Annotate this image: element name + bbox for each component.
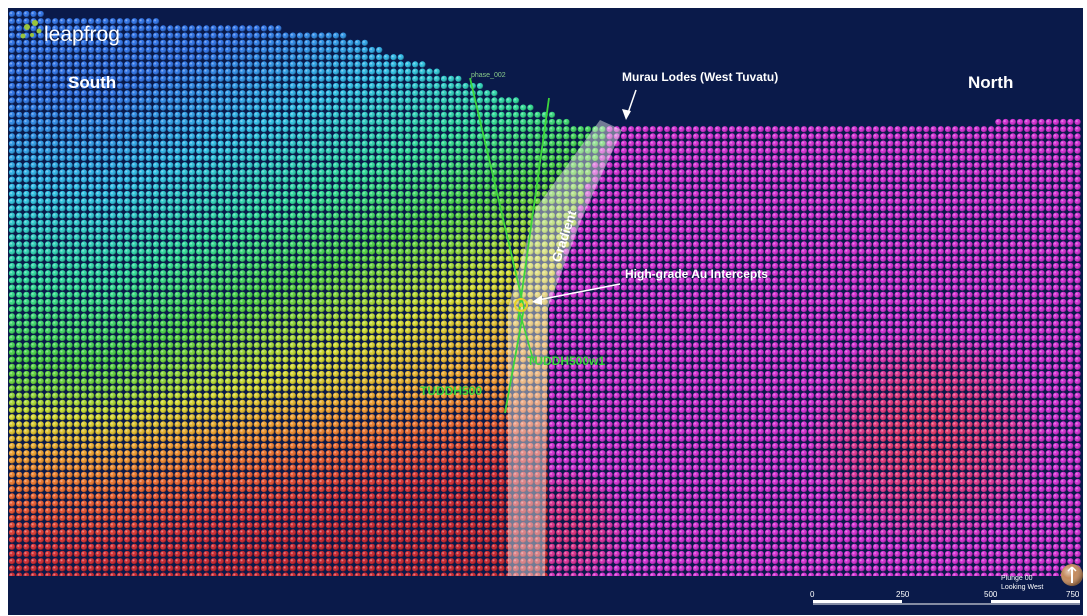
- north-label: North: [968, 73, 1013, 92]
- drillhole-label-tuddh500[interactable]: TUDDH500: [420, 384, 482, 398]
- scale-tick-750: 750: [1066, 590, 1080, 599]
- 3d-viewport[interactable]: Gradient phase_002 South North Murau Lod…: [8, 8, 1083, 615]
- compass-ball-icon[interactable]: [1061, 564, 1083, 586]
- scale-tick-500: 500: [984, 590, 998, 599]
- murau-lodes-label: Murau Lodes (West Tuvatu): [622, 70, 778, 84]
- high-grade-label: High-grade Au Intercepts: [625, 267, 768, 281]
- looking-text: Looking West: [1001, 584, 1043, 591]
- scale-tick-0: 0: [810, 590, 815, 599]
- scale-tick-250: 250: [896, 590, 910, 599]
- trace-label-phase: phase_002: [471, 72, 506, 79]
- bottom-strip: [8, 576, 1083, 615]
- south-label: South: [68, 73, 116, 92]
- logo-text: leapfrog: [44, 23, 120, 46]
- drillhole-label-tuddh500w1[interactable]: TUDDH500w1: [527, 354, 605, 368]
- plunge-text: Plunge 00: [1001, 575, 1033, 582]
